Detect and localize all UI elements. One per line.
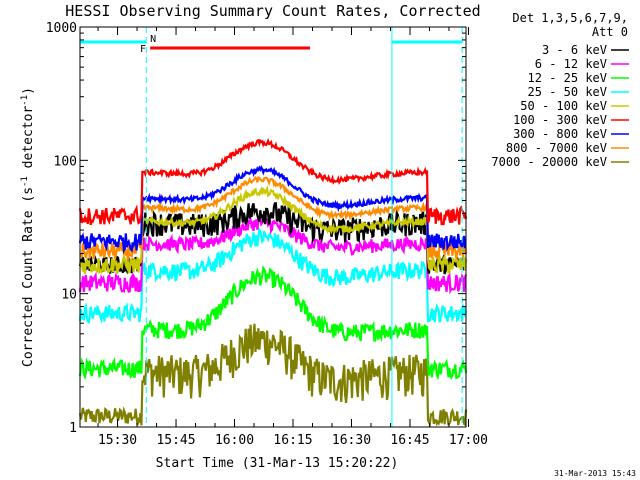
legend-label: 6 - 12 keV <box>535 57 607 71</box>
x-tick-label: 16:45 <box>390 433 429 448</box>
y-tick-label: 1000 <box>46 21 77 36</box>
y-axis: 1 10 100 1000 <box>46 21 466 436</box>
night-flag-label: N <box>150 34 156 45</box>
y-tick-label: 10 <box>61 288 77 303</box>
y-axis-label: Corrected Count Rate (s-1 detector-1) <box>20 87 36 367</box>
y-label-main: Corrected Count Rate (s <box>21 187 36 367</box>
x-tick-label: 15:30 <box>98 433 137 448</box>
y-label-end: ) <box>21 87 36 95</box>
footer-timestamp: 31-Mar-2013 15:43 <box>554 469 636 478</box>
series-line-2 <box>78 264 468 381</box>
legend-label: 100 - 300 keV <box>513 113 607 127</box>
flags-layer: NF <box>80 27 463 427</box>
y-label-mid: detector <box>21 106 36 177</box>
series-line-3 <box>78 227 468 325</box>
series-line-1 <box>78 213 468 295</box>
series-line-7 <box>79 175 468 261</box>
y-label-sup1: -1 <box>20 176 30 187</box>
series-line-6 <box>78 164 467 255</box>
x-tick-label: 16:30 <box>332 433 371 448</box>
legend-label: 50 - 100 keV <box>520 99 607 113</box>
x-tick-label: 17:00 <box>449 433 488 448</box>
series-line-4 <box>78 184 468 275</box>
plot-frame <box>79 26 467 428</box>
y-tick-label: 1 <box>69 421 77 436</box>
legend-label: 300 - 800 keV <box>513 127 607 141</box>
x-axis-label: Start Time (31-Mar-13 15:20:22) <box>156 456 399 471</box>
series-layer <box>78 137 468 427</box>
y-label-sup2: -1 <box>20 95 30 106</box>
series-line-8 <box>78 323 468 427</box>
x-axis: 15:30 15:45 16:00 16:15 16:30 16:45 17:00 <box>97 27 488 448</box>
legend-label: 12 - 25 keV <box>528 71 607 85</box>
legend-label: 3 - 6 keV <box>542 43 607 57</box>
legend-label: 7000 - 20000 keV <box>491 155 607 169</box>
series-line-0 <box>78 202 467 275</box>
chart-title: HESSI Observing Summary Count Rates, Cor… <box>65 2 480 20</box>
x-tick-label: 15:45 <box>156 433 195 448</box>
y-tick-label: 100 <box>54 154 77 169</box>
x-tick-label: 16:00 <box>215 433 254 448</box>
legend-label: 25 - 50 keV <box>528 85 607 99</box>
legend-header-line1: Det 1,3,5,6,7,9, <box>512 11 628 25</box>
legend-header-line2: Att 0 <box>592 25 628 39</box>
legend-label: 800 - 7000 keV <box>506 141 607 155</box>
x-tick-label: 16:15 <box>273 433 312 448</box>
flare-flag-label: F <box>140 44 146 55</box>
series-line-5 <box>78 137 468 226</box>
